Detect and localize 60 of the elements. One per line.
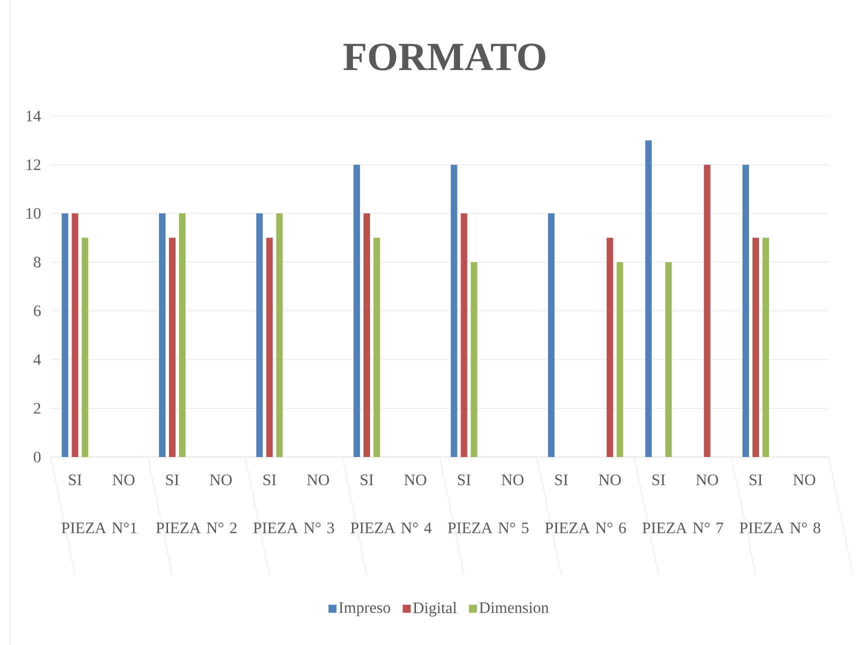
x-tick-label: SI	[166, 474, 179, 486]
bar	[470, 262, 478, 457]
bar	[645, 140, 652, 457]
bar	[62, 213, 68, 457]
bar	[72, 213, 78, 457]
legend-label: Impreso	[339, 602, 390, 616]
text: PIEZA N° 3	[253, 522, 334, 534]
x-tick-label: NO	[210, 474, 232, 486]
x-tick-label: NO	[307, 474, 329, 486]
y-tick-label: 6	[34, 306, 41, 316]
bar	[606, 238, 614, 457]
bar	[374, 238, 380, 457]
x-tick-label: SI	[750, 474, 762, 486]
text: PIEZA N° 5	[448, 522, 528, 534]
bar	[169, 238, 176, 457]
x-tick-label: NO	[404, 474, 426, 486]
bar	[82, 238, 88, 457]
bar	[704, 164, 710, 457]
chart-title: FORMATO	[343, 44, 546, 70]
bar	[276, 213, 283, 457]
y-tick-label: 12	[26, 159, 40, 170]
legend-label: Dimension	[479, 602, 549, 613]
y-tick-label: 14	[26, 110, 41, 122]
bar	[548, 213, 555, 457]
x-tick-label: NO	[598, 474, 621, 486]
bar	[665, 262, 672, 457]
text: PIEZA N° 2	[156, 522, 236, 534]
bar	[364, 213, 370, 457]
x-tick-label: NO	[112, 474, 134, 486]
text: PIEZA N° 8	[740, 522, 820, 534]
text: PIEZA N° 6	[545, 522, 626, 534]
bar	[450, 164, 458, 457]
y-tick-label: 0	[34, 452, 41, 462]
text: PIEZA N°1	[62, 522, 137, 534]
bar	[616, 262, 624, 457]
text: PIEZA N° 4	[350, 522, 432, 534]
x-tick-label: NO	[793, 474, 816, 486]
bar	[179, 213, 186, 457]
y-tick-label: 2	[34, 403, 40, 414]
x-tick-label: SI	[68, 474, 82, 486]
x-tick-label: SI	[458, 474, 471, 486]
x-tick-label: SI	[360, 474, 374, 486]
y-tick-label: 8	[34, 256, 41, 268]
legend-label: Digital	[413, 602, 457, 617]
bar	[742, 164, 750, 457]
bar	[752, 238, 760, 457]
x-tick-label: SI	[555, 474, 568, 486]
bar	[256, 213, 263, 457]
text: PIEZA N° 7	[642, 522, 724, 534]
x-tick-label: NO	[696, 474, 718, 486]
y-tick-label: 4	[34, 354, 41, 365]
bar	[762, 238, 770, 457]
bar	[460, 213, 468, 457]
bar	[159, 213, 166, 457]
x-tick-label: NO	[502, 474, 524, 486]
x-tick-label: SI	[652, 474, 666, 486]
bar	[266, 238, 273, 457]
x-tick-label: SI	[263, 474, 276, 486]
y-tick-label: 10	[26, 208, 41, 219]
bar	[354, 164, 360, 457]
